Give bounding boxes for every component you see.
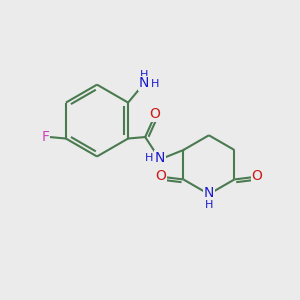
- Text: N: N: [204, 186, 214, 200]
- Text: H: H: [151, 79, 160, 89]
- Text: N: N: [155, 151, 165, 165]
- Text: H: H: [140, 70, 148, 80]
- Text: H: H: [205, 200, 213, 210]
- Text: O: O: [252, 169, 262, 184]
- Text: N: N: [139, 76, 149, 91]
- Text: O: O: [155, 169, 166, 184]
- Text: O: O: [149, 107, 160, 122]
- Text: H: H: [145, 153, 153, 163]
- Text: F: F: [41, 130, 49, 144]
